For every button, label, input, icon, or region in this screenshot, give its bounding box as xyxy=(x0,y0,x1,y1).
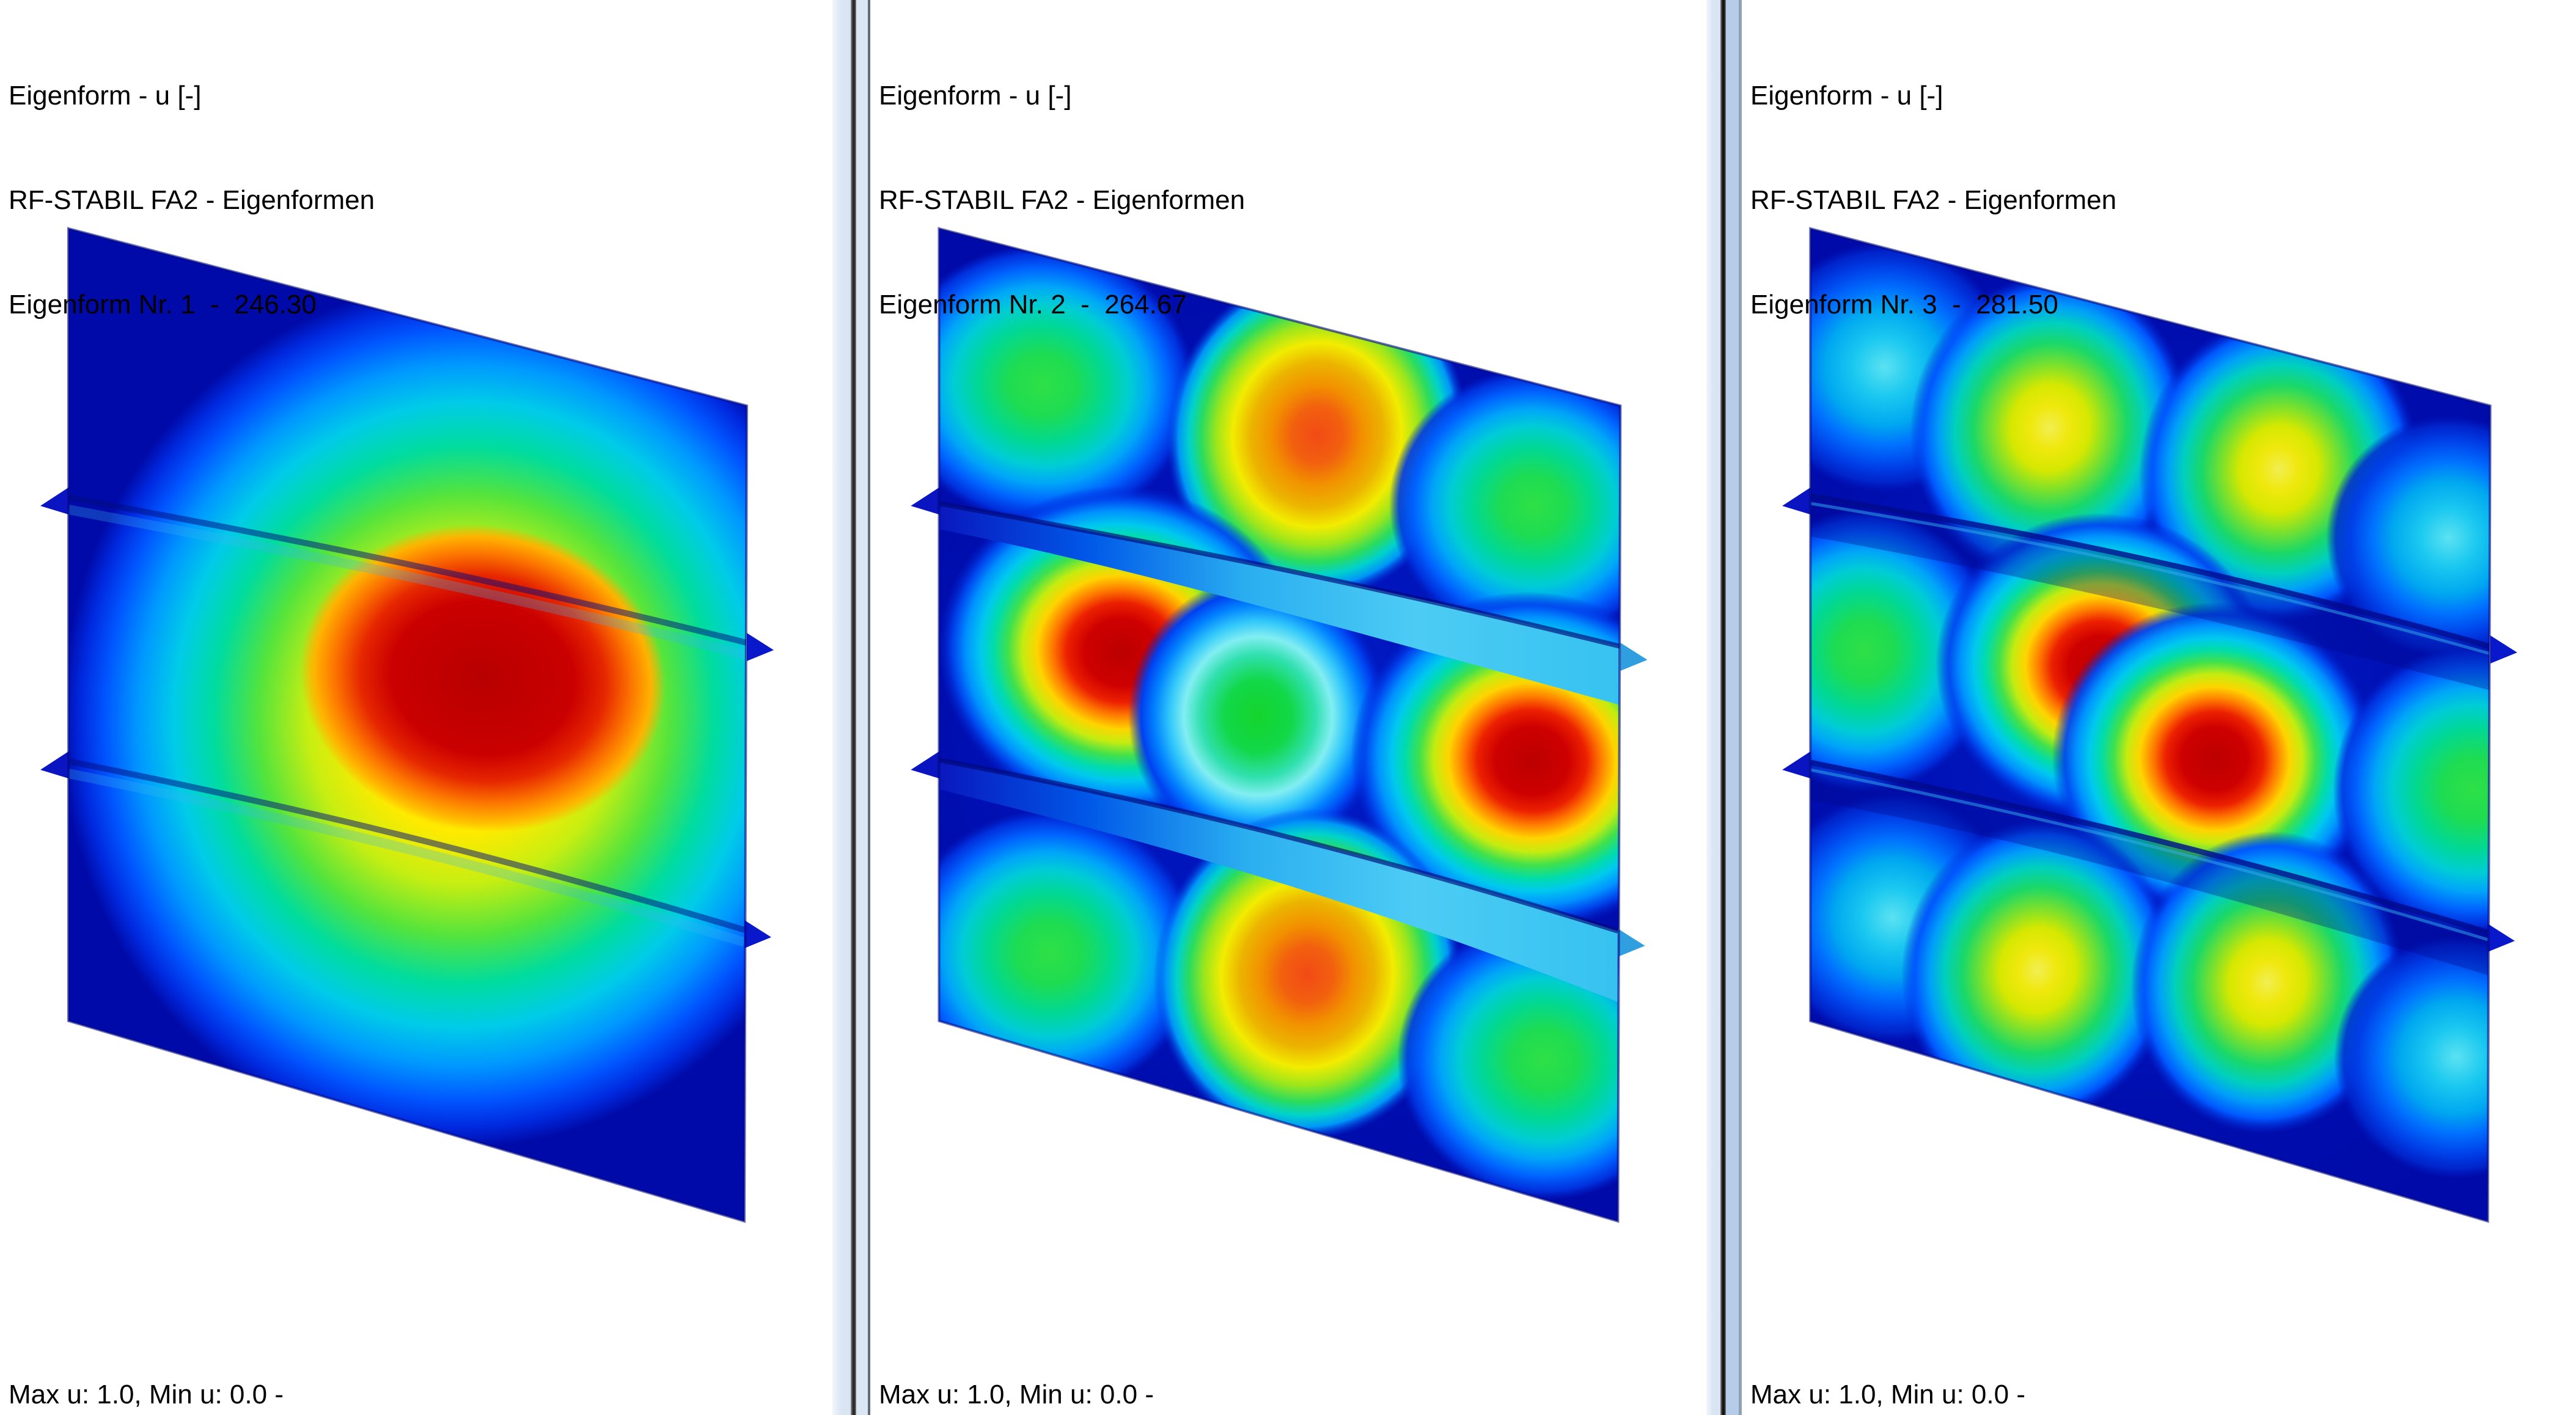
bump-cyan xyxy=(2326,415,2490,660)
stiffener-flap-right-lower xyxy=(744,920,771,948)
viewport-panel-2: Eigenform - u [-] RF-STABIL FA2 - Eigenf… xyxy=(870,0,1706,1415)
mode-label: Eigenform Nr. 3 - 281.50 xyxy=(1750,290,2058,320)
stiffener-shadow-upper xyxy=(1810,499,2490,690)
splitter-border xyxy=(868,0,870,1415)
plate-outline xyxy=(938,227,1622,1223)
stiffener-line-upper xyxy=(1810,493,2490,649)
bump-small-green xyxy=(1128,577,1389,855)
stiffener-band-lower xyxy=(939,760,1618,1002)
stiffener-flap-left-lower xyxy=(911,751,939,778)
stiffener-flap-left-upper xyxy=(1782,488,1811,514)
result-header-2: Eigenform - u [-] RF-STABIL FA2 - Eigenf… xyxy=(879,9,1245,392)
bump-red xyxy=(1350,591,1621,930)
stiffener-flap-left-upper xyxy=(40,488,68,514)
module-label: RF-STABIL FA2 - Eigenformen xyxy=(9,185,375,215)
stiffener-glow-lower xyxy=(68,769,746,947)
stiffener-line-lower xyxy=(68,758,746,933)
mode-shape-view-1[interactable] xyxy=(0,0,832,1415)
stiffener-shadow-lower xyxy=(1810,765,2488,975)
result-type-label: Eigenform - u [-] xyxy=(1750,81,1943,111)
bump-green xyxy=(1810,509,1998,792)
bump-cyan xyxy=(2334,935,2490,1179)
stiffener-line-upper xyxy=(68,494,747,646)
bump-yellow xyxy=(1901,819,2174,1122)
splitter-face xyxy=(1706,0,1720,1415)
window-splitter-2[interactable] xyxy=(1706,0,1742,1415)
result-extremes-label-1: Max u: 1.0, Min u: 0.0 - xyxy=(9,1380,284,1410)
result-extremes-label-2: Max u: 1.0, Min u: 0.0 - xyxy=(879,1380,1154,1410)
stiffener-flap-left-lower xyxy=(1782,751,1811,778)
stiffener-flap-right-lower xyxy=(2487,924,2515,952)
viewport-panel-3: Eigenform - u [-] RF-STABIL FA2 - Eigenf… xyxy=(1742,0,2576,1415)
bump-green xyxy=(2333,644,2490,935)
bump-green xyxy=(1389,368,1621,644)
splitter-border xyxy=(1739,0,1742,1415)
stiffener-glow-upper xyxy=(1810,502,2490,656)
bump-green xyxy=(939,244,1195,526)
stiffener-flap-right-upper xyxy=(1620,643,1648,671)
plate-outline xyxy=(67,227,749,1223)
window-splitter-1[interactable] xyxy=(832,0,870,1415)
stiffener-glow-upper xyxy=(68,505,747,660)
stiffener-flap-right-upper xyxy=(2490,635,2517,664)
bump-green xyxy=(939,809,1200,1097)
stiffener-glow-lower xyxy=(1810,768,2489,942)
mode-shape-view-2[interactable] xyxy=(870,0,1706,1415)
stiffener-line-lower xyxy=(1810,759,2489,935)
splitter-groove xyxy=(851,0,856,1415)
result-extremes-label-3: Max u: 1.0, Min u: 0.0 - xyxy=(1750,1380,2025,1410)
stiffener-flap-right-upper xyxy=(747,633,774,661)
stiffener-flap-right-lower xyxy=(1618,929,1645,957)
stiffener-band-upper xyxy=(939,503,1621,705)
module-label: RF-STABIL FA2 - Eigenformen xyxy=(1750,185,2117,215)
bump-yellow xyxy=(1910,274,2190,582)
viewport-panel-1: Eigenform - u [-] RF-STABIL FA2 - Eigenf… xyxy=(0,0,832,1415)
splitter-face-active xyxy=(1726,0,1739,1415)
splitter-groove xyxy=(1720,0,1726,1415)
stiffener-flap-left-upper xyxy=(911,488,939,514)
result-header-3: Eigenform - u [-] RF-STABIL FA2 - Eigenf… xyxy=(1750,9,2116,392)
splitter-face xyxy=(856,0,868,1415)
mode-shape-view-3[interactable] xyxy=(1742,0,2576,1415)
module-label: RF-STABIL FA2 - Eigenformen xyxy=(879,185,1246,215)
mode-label: Eigenform Nr. 1 - 246.30 xyxy=(9,290,317,320)
result-header-1: Eigenform - u [-] RF-STABIL FA2 - Eigenf… xyxy=(9,9,375,392)
stiffener-line-lower xyxy=(939,758,1619,934)
result-type-label: Eigenform - u [-] xyxy=(879,81,1072,111)
mode-label: Eigenform Nr. 2 - 264.67 xyxy=(879,290,1187,320)
result-type-label: Eigenform - u [-] xyxy=(9,81,202,111)
stiffener-flap-left-lower xyxy=(40,751,68,778)
stiffener-line-upper xyxy=(939,501,1621,649)
plate-outline xyxy=(1809,227,2492,1223)
splitter-face xyxy=(832,0,851,1415)
